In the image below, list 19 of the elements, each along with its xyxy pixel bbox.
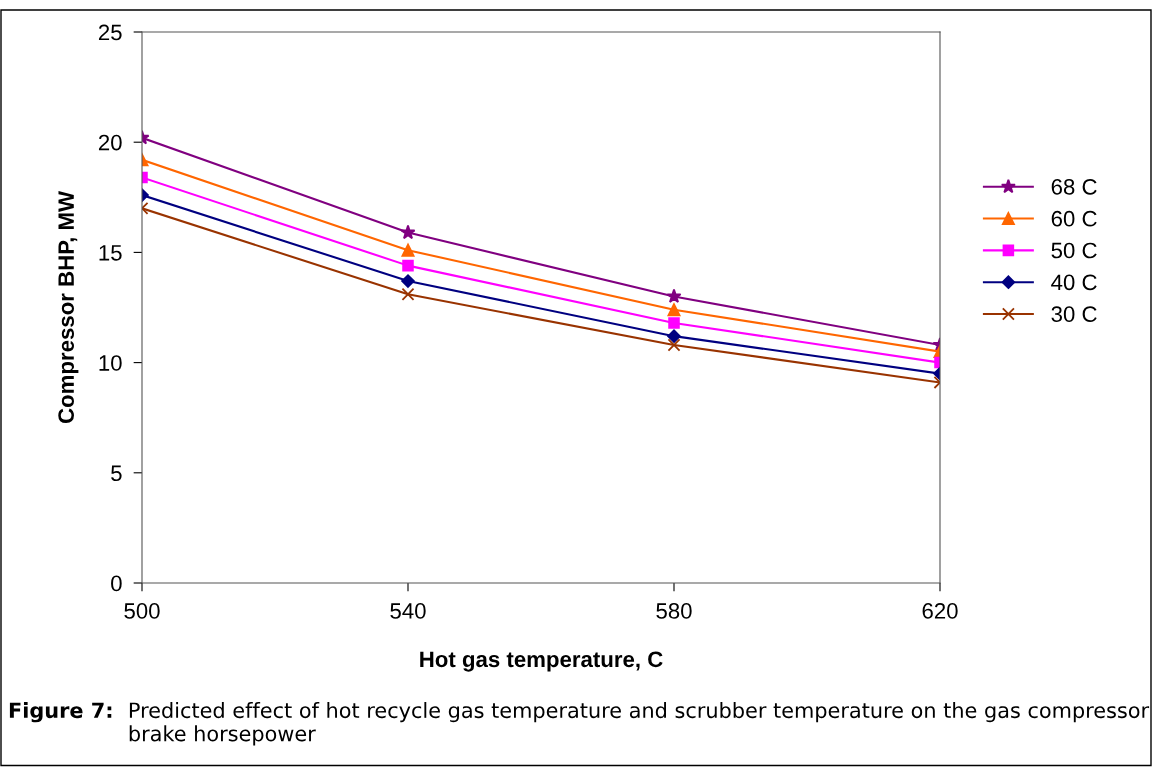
y-tick-label: 25 bbox=[98, 24, 122, 41]
y-tick-label: 15 bbox=[99, 245, 122, 261]
y-tick-label: 20 bbox=[98, 134, 122, 151]
x-tick-label: 580 bbox=[656, 603, 692, 619]
x-tick-label: 540 bbox=[390, 603, 426, 619]
legend-label: 50 C bbox=[1051, 242, 1097, 259]
legend-label: 68 C bbox=[1051, 178, 1097, 195]
legend-label: 60 C bbox=[1051, 210, 1097, 227]
y-axis-title: Compressor BHP, MW bbox=[58, 191, 79, 424]
x-axis-title: Hot gas temperature, C bbox=[420, 651, 663, 672]
caption: Figure 7: bbox=[9, 702, 112, 723]
x-tick-label: 500 bbox=[124, 603, 160, 619]
y-tick-label: 0 bbox=[111, 575, 122, 592]
y-tick-label: 5 bbox=[111, 465, 122, 482]
legend-label: 30 C bbox=[1051, 306, 1097, 323]
x-tick-label: 620 bbox=[922, 603, 958, 619]
text: Predicted effect of hot recycle gas temperature and scrubber temperature on the gas compressor brake horsepower bbox=[129, 702, 1150, 746]
legend-label: 40 C bbox=[1051, 274, 1097, 291]
y-tick-label: 10 bbox=[99, 355, 122, 371]
